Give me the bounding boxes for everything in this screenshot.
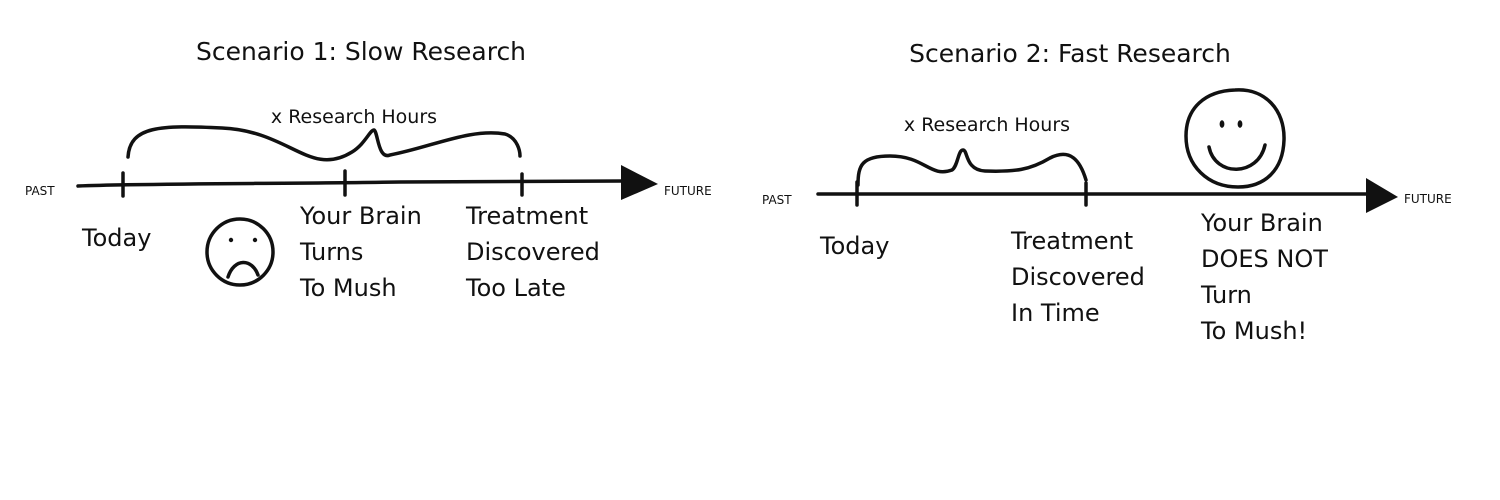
scenario-1-timeline-axis [76,179,627,188]
scenario-1-past-label: PAST [25,184,55,198]
scenario-2-treatment-line-2: Discovered [1011,263,1145,291]
scenario-1-today-label: Today [81,224,151,252]
scenario-1-future-label: FUTURE [664,184,712,198]
frowning-face-icon [205,217,275,287]
scenario-2-treatment-line-3: In Time [1011,299,1100,327]
scenario-2-brain-line-2: DOES NOT [1201,245,1328,273]
scenario-1-title: Scenario 1: Slow Research [196,37,526,66]
scenario-2: Scenario 2: Fast Research PAST FUTURE x … [762,39,1452,345]
scenario-2-today-label: Today [819,232,889,260]
scenario-2-today-line-1: Today [819,232,889,260]
scenario-2-past-label: PAST [762,193,792,207]
scenario-2-arrowhead [1366,178,1398,213]
scenario-1-brain-line-2: Turns [299,238,363,266]
scenario-1: Scenario 1: Slow Research PAST FUTURE x … [25,37,712,302]
scenario-2-research-brace [856,148,1088,187]
scenario-2-title: Scenario 2: Fast Research [909,39,1231,68]
scenario-1-brain-line-3: To Mush [299,274,397,302]
scenario-2-brain-label: Your Brain DOES NOT Turn To Mush! [1200,209,1328,345]
scenario-1-treatment-label: Treatment Discovered Too Late [465,202,600,302]
scenario-1-brain-label: Your Brain Turns To Mush [299,202,422,302]
scenario-1-brain-line-1: Your Brain [299,202,422,230]
scenario-2-treatment-label: Treatment Discovered In Time [1010,227,1145,327]
scenario-2-brace-label: x Research Hours [904,114,1070,136]
scenario-1-treatment-line-3: Too Late [465,274,566,302]
scenario-2-future-label: FUTURE [1404,192,1452,206]
scenario-2-brain-line-4: To Mush! [1200,317,1307,345]
scenario-1-treatment-line-1: Treatment [465,202,588,230]
scenario-1-research-brace [126,125,522,162]
scenario-1-today-line-1: Today [81,224,151,252]
scenario-1-treatment-line-2: Discovered [466,238,600,266]
scenario-2-brain-line-3: Turn [1200,281,1252,309]
scenario-2-brain-line-1: Your Brain [1200,209,1323,237]
scenario-2-treatment-line-1: Treatment [1010,227,1133,255]
scenario-1-brace-label: x Research Hours [271,106,437,128]
smiling-face-icon [1184,88,1286,189]
scenario-1-arrowhead [621,165,658,200]
